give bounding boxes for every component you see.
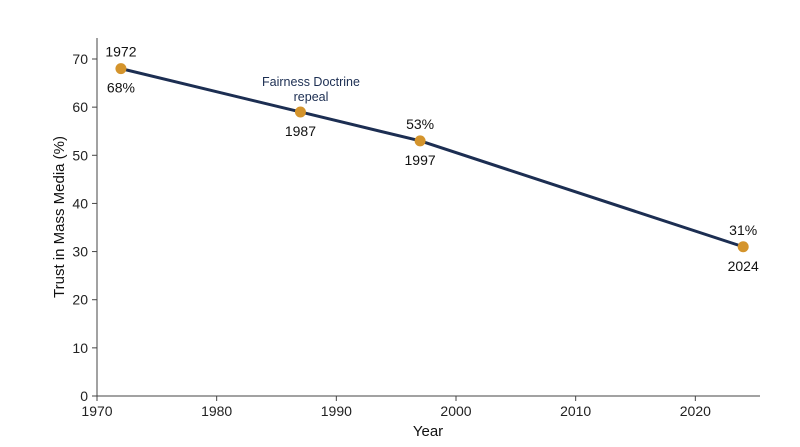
annotation-fairness-doctrine-line2: repeal: [294, 90, 329, 104]
x-tick-label: 1970: [81, 403, 112, 419]
x-axis-ticks: 1970 1980 1990 2000 2010 2020: [81, 396, 711, 419]
year-label: 1997: [405, 152, 436, 168]
y-tick-label: 30: [72, 244, 88, 260]
year-label: 1972: [105, 44, 136, 60]
data-point-marker: [294, 106, 306, 118]
series-line: [119, 67, 745, 249]
y-tick-label: 0: [80, 388, 88, 404]
year-label: 2024: [728, 258, 759, 274]
x-tick-label: 2020: [680, 403, 711, 419]
y-tick-label: 70: [72, 51, 88, 67]
value-label: 68%: [107, 80, 135, 96]
x-axis-title: Year: [413, 423, 443, 440]
data-label-layer: 1972 68% 1987 1997 53% 2024 31%: [105, 44, 759, 274]
data-point-marker: [414, 135, 426, 147]
axes: [96, 38, 760, 397]
y-tick-label: 40: [72, 195, 88, 211]
annotation-layer: Fairness Doctrine repeal: [262, 75, 360, 104]
annotation-fairness-doctrine-line1: Fairness Doctrine: [262, 75, 360, 89]
value-label: 31%: [729, 222, 757, 238]
x-tick-label: 2000: [440, 403, 471, 419]
y-axis-title: Trust in Mass Media (%): [51, 136, 68, 298]
y-tick-label: 60: [72, 99, 88, 115]
marker-layer: [115, 63, 749, 253]
data-point-marker: [115, 63, 127, 75]
x-tick-label: 1980: [201, 403, 232, 419]
y-tick-label: 50: [72, 147, 88, 163]
value-label: 53%: [406, 116, 434, 132]
year-label: 1987: [285, 123, 316, 139]
y-tick-label: 10: [72, 340, 88, 356]
x-tick-label: 1990: [321, 403, 352, 419]
data-point-marker: [737, 241, 749, 253]
y-tick-label: 20: [72, 292, 88, 308]
x-tick-label: 2010: [560, 403, 591, 419]
series-layer: [119, 67, 745, 249]
y-axis-ticks: 0 10 20 30 40 50 60 70: [72, 51, 97, 404]
